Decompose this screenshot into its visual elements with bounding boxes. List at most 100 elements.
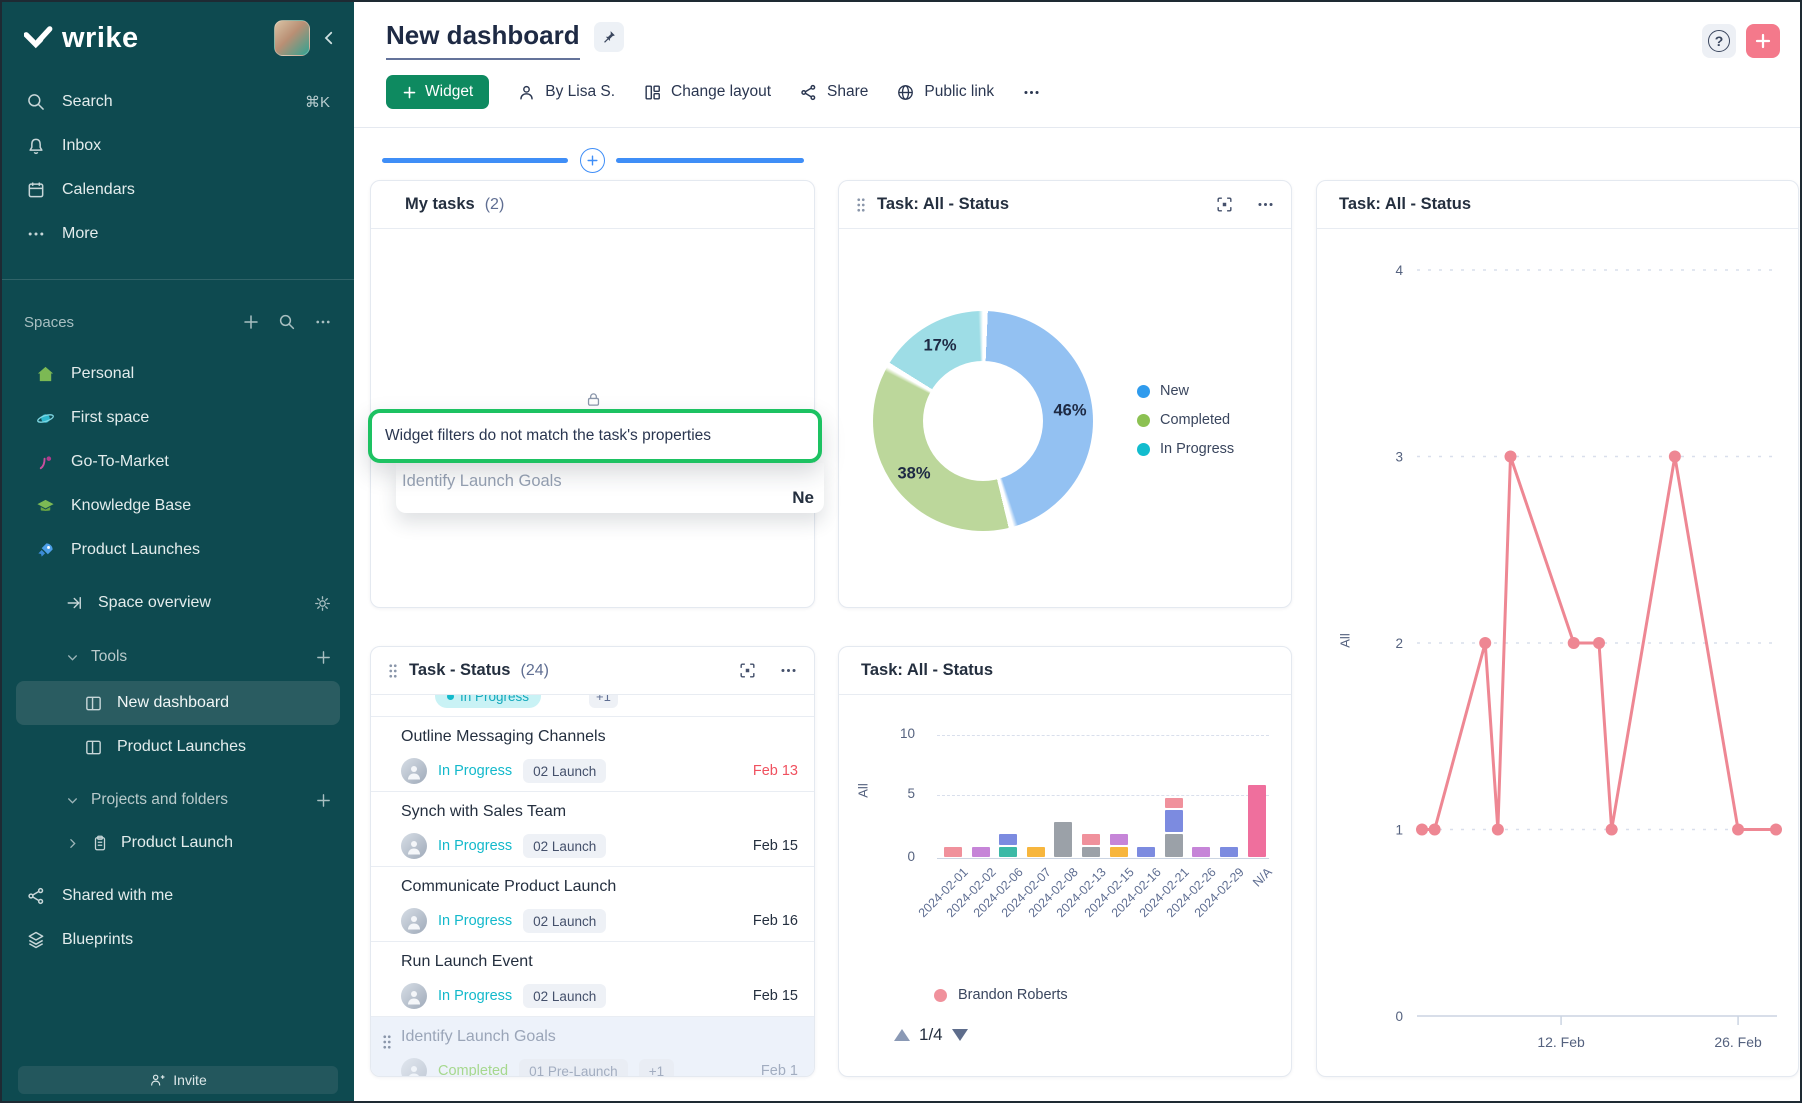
page-indicator: 1/4 xyxy=(919,1025,943,1044)
planet-icon xyxy=(37,413,54,423)
sidebar-item-product-launch[interactable]: Product Launch xyxy=(2,821,354,865)
space-item-first-space[interactable]: First space xyxy=(2,396,354,440)
sidebar-bottom: Shared with me Blueprints xyxy=(2,874,354,962)
user-avatar[interactable] xyxy=(274,20,310,56)
task-title: Outline Messaging Channels xyxy=(401,728,606,745)
public-link-button[interactable]: Public link xyxy=(896,83,994,102)
task-status: In Progress xyxy=(438,838,513,854)
layout-icon xyxy=(645,84,660,100)
page-title[interactable]: New dashboard xyxy=(386,20,580,60)
task-title: Identify Launch Goals xyxy=(401,1028,556,1045)
plus-icon xyxy=(403,86,416,98)
sidebar-collapse-button[interactable] xyxy=(316,25,342,51)
bar-legend-item[interactable]: Brandon Roberts xyxy=(934,987,1068,1003)
sidebar-item-inbox[interactable]: Inbox xyxy=(2,124,354,168)
sidebar-item-calendars[interactable]: Calendars xyxy=(2,168,354,212)
sidebar-item-label: Product Launch xyxy=(121,834,234,851)
bar-pagination: 1/4 xyxy=(894,1025,968,1045)
sidebar-item-blueprints[interactable]: Blueprints xyxy=(2,918,354,962)
insert-widget-button[interactable] xyxy=(580,148,605,173)
pin-button[interactable] xyxy=(593,22,624,52)
lock-icon xyxy=(587,393,600,406)
task-due-date: Feb 13 xyxy=(752,763,798,779)
sidebar-section-projects[interactable]: Projects and folders xyxy=(2,777,354,823)
search-icon xyxy=(28,94,44,110)
home-icon xyxy=(37,366,54,381)
space-label: Product Launches xyxy=(71,541,200,558)
gear-icon[interactable] xyxy=(313,594,332,613)
sidebar-item-product-launches-dashboard[interactable]: Product Launches xyxy=(16,725,340,769)
page-up-icon[interactable] xyxy=(894,1029,910,1041)
legend-item-in-progress[interactable]: In Progress xyxy=(1137,441,1234,457)
task-row[interactable]: Run Launch Event In Progress 02 Launch F… xyxy=(371,941,814,1016)
expand-icon[interactable] xyxy=(1215,195,1234,214)
clipboard-icon xyxy=(94,835,106,851)
add-space-icon[interactable] xyxy=(242,313,260,331)
drag-handle-icon[interactable] xyxy=(381,1033,393,1051)
add-widget-button[interactable]: Widget xyxy=(386,75,490,109)
sidebar-item-space-overview[interactable]: Space overview xyxy=(2,580,354,626)
ellipsis-icon xyxy=(1024,90,1039,94)
task-row[interactable]: Communicate Product Launch In Progress 0… xyxy=(371,866,814,941)
widget-title: Task: All - Status xyxy=(861,661,994,679)
sidebar-item-more[interactable]: More xyxy=(2,212,354,256)
add-tool-icon[interactable] xyxy=(315,649,332,666)
drag-handle-icon[interactable] xyxy=(387,662,399,680)
sidebar-section-tools[interactable]: Tools xyxy=(2,634,354,680)
task-extra-tag: +1 xyxy=(638,1059,675,1076)
bell-icon xyxy=(29,138,43,155)
bar-y-tick: 10 xyxy=(899,726,915,741)
sidebar: wrike Search ⌘K Inbox Calendars xyxy=(2,2,354,1101)
widget-task-status-list: Task - Status (24) In Progress +1 Outlin… xyxy=(370,646,815,1077)
space-label: First space xyxy=(71,409,150,426)
widget-task-status-donut: Task: All - Status 17% 46% 38% New Compl… xyxy=(838,180,1292,608)
search-spaces-icon[interactable] xyxy=(278,313,296,331)
sidebar-item-new-dashboard[interactable]: New dashboard xyxy=(16,681,340,725)
filter-mismatch-tooltip: Widget filters do not match the task's p… xyxy=(368,409,822,463)
chevron-right-icon xyxy=(70,838,76,848)
wrike-logo[interactable]: wrike xyxy=(24,22,139,55)
widget-title: Task - Status xyxy=(409,661,511,679)
legend-item-completed[interactable]: Completed xyxy=(1137,412,1234,428)
global-add-button[interactable] xyxy=(1746,24,1780,58)
brand-name: wrike xyxy=(62,21,139,54)
task-title: Communicate Product Launch xyxy=(401,878,617,895)
page-down-icon[interactable] xyxy=(951,1029,968,1041)
widget-menu-icon[interactable] xyxy=(1256,195,1275,214)
expand-icon[interactable] xyxy=(738,661,757,680)
share-button[interactable]: Share xyxy=(799,83,868,102)
space-label: Go-To-Market xyxy=(71,453,169,470)
sidebar-item-label: Product Launches xyxy=(117,738,246,755)
legend-item-new[interactable]: New xyxy=(1137,383,1234,399)
sidebar-item-shared-with-me[interactable]: Shared with me xyxy=(2,874,354,918)
widget-title: My tasks xyxy=(405,195,475,213)
x-axis-baseline xyxy=(937,858,1269,859)
invite-button[interactable]: Invite xyxy=(18,1066,338,1094)
task-row[interactable]: Outline Messaging Channels In Progress 0… xyxy=(371,716,814,791)
task-card-identify-launch-goals[interactable]: Identify Launch Goals Ne xyxy=(396,463,824,513)
task-row-dragged[interactable]: Identify Launch Goals Completed 01 Pre-L… xyxy=(371,1016,814,1076)
task-status: In Progress xyxy=(438,913,513,929)
space-item-personal[interactable]: Personal xyxy=(2,352,354,396)
space-item-knowledge-base[interactable]: Knowledge Base xyxy=(2,484,354,528)
header-divider xyxy=(354,127,1800,128)
add-project-icon[interactable] xyxy=(315,792,332,809)
bar-segment xyxy=(1109,834,1128,845)
person-icon xyxy=(520,85,534,100)
change-layout-button[interactable]: Change layout xyxy=(643,83,771,102)
author-button[interactable]: By Lisa S. xyxy=(517,83,615,102)
space-item-product-launches[interactable]: Product Launches xyxy=(2,528,354,572)
help-button[interactable]: ? xyxy=(1702,24,1736,58)
spaces-menu-icon[interactable] xyxy=(314,313,332,331)
drag-handle-icon[interactable] xyxy=(855,196,867,214)
sidebar-item-label: Blueprints xyxy=(62,931,134,948)
bar-chart-area: All 10 5 0 2024-02-01 2024-02-02 2024-02-0… xyxy=(839,695,1291,1076)
sidebar-logo-row: wrike xyxy=(24,18,342,58)
rocket-icon xyxy=(38,542,53,557)
toolbar-more-button[interactable] xyxy=(1022,83,1041,102)
task-row[interactable]: Synch with Sales Team In Progress 02 Lau… xyxy=(371,791,814,866)
widget-menu-icon[interactable] xyxy=(779,661,798,680)
space-item-go-to-market[interactable]: Go-To-Market xyxy=(2,440,354,484)
sidebar-item-search[interactable]: Search ⌘K xyxy=(2,80,354,124)
